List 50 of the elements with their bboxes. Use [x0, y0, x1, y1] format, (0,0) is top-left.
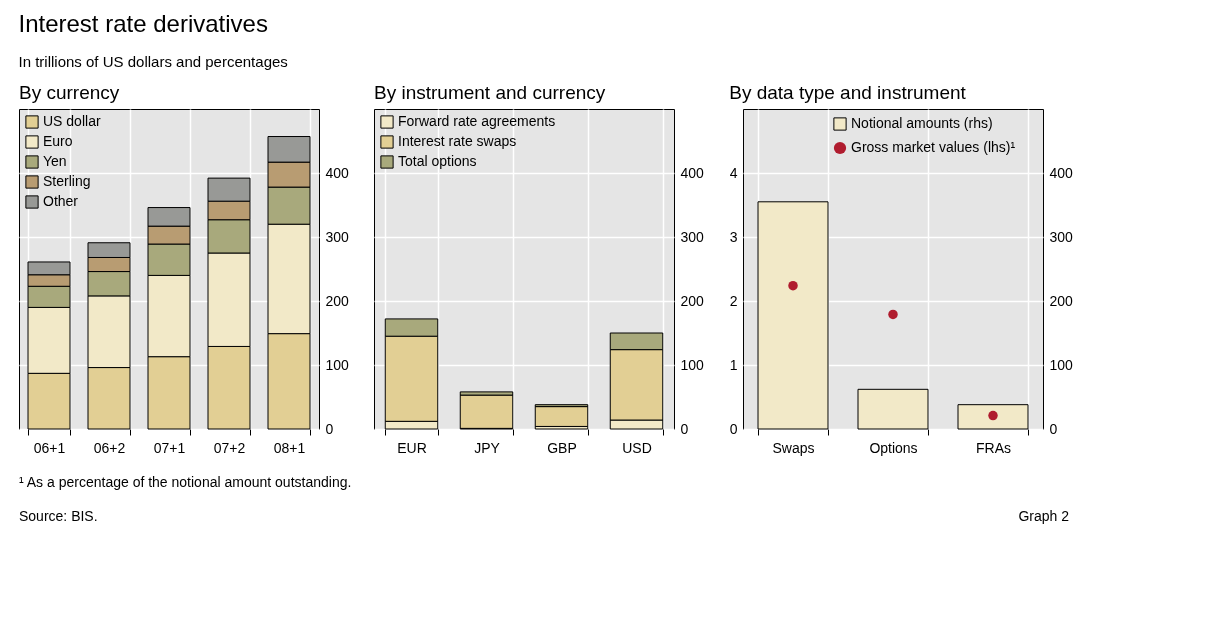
y-tick-label: 300 [325, 228, 350, 245]
y2-tick-label: 100 [1049, 356, 1074, 373]
caption: Graph 2 [1018, 508, 1070, 524]
x-tick-label: EUR [397, 439, 427, 456]
x-tick-label: USD [622, 439, 652, 456]
y-tick-label: 200 [680, 292, 705, 309]
y-tick-label: 4 [729, 164, 738, 181]
y-tick-label: 200 [325, 292, 350, 309]
x-tick-label: FRAs [976, 439, 1011, 456]
y-tick-label: 300 [680, 228, 705, 245]
x-tick-label: JPY [474, 439, 501, 456]
y-tick-label: 0 [325, 420, 334, 437]
y-tick-label: 400 [680, 164, 705, 181]
source-note: Source: BIS. [19, 508, 98, 524]
x-tick-label: 06+2 [93, 439, 126, 456]
x-tick-label: GBP [547, 439, 577, 456]
legend-label: Yen [43, 153, 67, 169]
legend-label: US dollar [43, 113, 101, 129]
legend-label: Notional amounts (rhs) [851, 115, 993, 131]
legend-label: Total options [398, 153, 477, 169]
legend-label: Gross market values (lhs)¹ [851, 139, 1016, 155]
x-tick-label: Options [869, 439, 918, 456]
x-tick-label: Swaps [772, 439, 815, 456]
y-tick-label: 3 [729, 228, 738, 245]
legend-label: Sterling [43, 173, 91, 189]
legend-label: Interest rate swaps [398, 133, 517, 149]
x-tick-label: 08+1 [273, 439, 306, 456]
y2-tick-label: 400 [1049, 164, 1074, 181]
text: ¹ As a percentage of the notional amount outstanding. [19, 474, 352, 490]
chart-title: By instrument and currency [374, 82, 606, 103]
legend-label: Forward rate agreements [398, 113, 556, 129]
y-tick-label: 100 [680, 356, 705, 373]
y2-tick-label: 300 [1049, 228, 1074, 245]
y-tick-label: 0 [680, 420, 689, 437]
y2-tick-label: 0 [1049, 420, 1058, 437]
chart-title: By currency [19, 82, 120, 103]
y-tick-label: 400 [325, 164, 350, 181]
y-tick-label: 0 [729, 420, 738, 437]
y-tick-label: 100 [325, 356, 350, 373]
x-tick-label: 06+1 [33, 439, 66, 456]
legend-label: Euro [43, 133, 73, 149]
legend-label: Other [43, 193, 79, 209]
y2-tick-label: 200 [1049, 292, 1074, 309]
text: In trillions of US dollars and percentages [18, 52, 288, 70]
x-tick-label: 07+1 [153, 439, 186, 456]
text: Interest rate derivatives [18, 9, 268, 37]
y-tick-label: 1 [729, 356, 738, 373]
chart-title: By data type and instrument [729, 82, 967, 103]
y-tick-label: 2 [729, 292, 738, 309]
x-tick-label: 07+2 [213, 439, 246, 456]
